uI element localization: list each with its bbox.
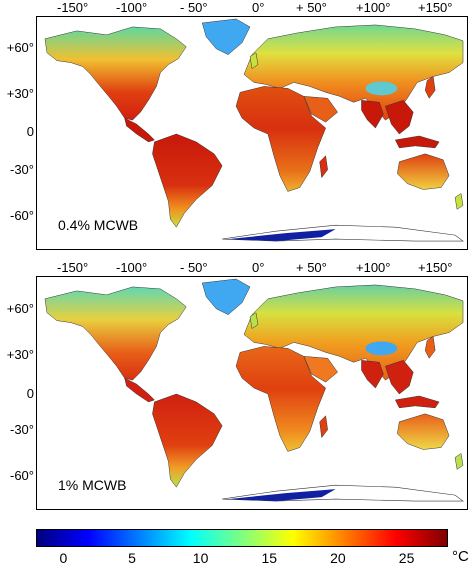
lat-tick-label: +60° [6, 301, 34, 316]
land-se-asia [385, 359, 414, 395]
land-indonesia [394, 135, 440, 149]
lon-tick-label: +100° [356, 0, 391, 15]
lat-tick-label: -30° [10, 422, 34, 437]
land-north-america [44, 286, 187, 381]
land-india [361, 100, 384, 129]
land-arabia [303, 96, 338, 123]
lon-tick-label: + 50° [296, 0, 327, 15]
antarctica-coldest-area [228, 489, 336, 502]
lon-tick-label: 0° [252, 0, 265, 15]
land-eurasia [243, 284, 464, 381]
map-drawing [44, 18, 464, 242]
land-antarctica [222, 484, 464, 502]
colorbar-tick-label: 25 [398, 550, 415, 566]
land-new-zealand [454, 453, 464, 470]
lon-tick-label: - 50° [180, 0, 208, 15]
lon-tick-label: 0° [252, 260, 265, 275]
land-south-america [152, 133, 223, 228]
temperature-colorbar [36, 529, 448, 547]
lon-tick-label: - 50° [180, 260, 208, 275]
tibet-cold-region [365, 341, 398, 356]
lon-tick-label: +100° [356, 260, 391, 275]
colorbar-tick-label: 0 [59, 550, 68, 566]
land-indonesia [394, 395, 440, 409]
land-africa [235, 346, 326, 452]
world-map-1-percent: 1% MCWB [36, 276, 468, 510]
land-arabia [303, 356, 338, 383]
lat-tick-label: 0 [26, 124, 34, 139]
tibet-cold-region [365, 81, 398, 96]
land-central-america [124, 117, 155, 143]
land-uk [249, 312, 259, 329]
antarctica-coldest-area [228, 229, 336, 242]
lat-tick-label: -60° [10, 468, 34, 483]
land-uk [249, 52, 259, 69]
land-greenland [201, 278, 251, 315]
lon-tick-label: -100° [116, 0, 148, 15]
world-map-0-4-percent: 0.4% MCWB [36, 16, 468, 250]
lat-tick-label: -60° [10, 208, 34, 223]
lon-tick-label: -150° [57, 260, 89, 275]
land-australia [397, 413, 450, 450]
land-japan [424, 76, 436, 99]
colorbar-tick-label: 20 [330, 550, 346, 566]
lat-tick-label: +30° [6, 347, 34, 362]
land-greenland [201, 18, 251, 55]
land-new-zealand [454, 193, 464, 210]
colorbar-unit-label: °C [452, 548, 469, 565]
land-africa [235, 86, 326, 192]
colorbar-tick-label: 10 [192, 550, 209, 566]
land-south-america [152, 393, 223, 488]
lat-tick-label: -30° [10, 162, 34, 177]
land-madagascar [319, 415, 328, 439]
panel-label-0-4-mcwb: 0.4% MCWB [57, 217, 140, 233]
lat-tick-label: +60° [6, 40, 34, 55]
map-drawing [44, 278, 464, 502]
panel-label-1-mcwb: 1% MCWB [57, 477, 128, 493]
land-japan [424, 336, 436, 359]
land-madagascar [319, 155, 328, 179]
lat-tick-label: +30° [6, 86, 34, 101]
lon-tick-label: +150° [418, 260, 453, 275]
lon-tick-label: + 50° [296, 260, 327, 275]
colorbar-tick-label: 5 [128, 550, 136, 566]
land-australia [397, 153, 450, 190]
lon-tick-label: +150° [418, 0, 453, 15]
land-se-asia [385, 99, 414, 135]
lat-tick-label: 0 [26, 386, 34, 401]
colorbar-tick-label: 15 [261, 550, 278, 566]
land-india [361, 360, 384, 389]
lon-tick-label: -150° [57, 0, 89, 15]
land-eurasia [243, 24, 464, 121]
land-central-america [124, 377, 155, 403]
land-north-america [44, 26, 187, 121]
lon-tick-label: -100° [116, 260, 148, 275]
land-antarctica [222, 224, 464, 242]
